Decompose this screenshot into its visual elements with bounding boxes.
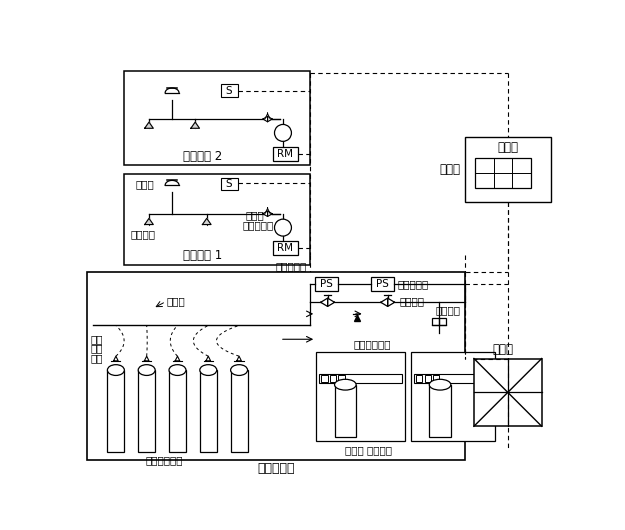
Bar: [204, 365, 212, 370]
Text: 압력스위치: 압력스위치: [398, 279, 429, 289]
Text: 할론저장용기: 할론저장용기: [146, 455, 183, 465]
Bar: [319, 374, 401, 383]
Text: 방재실: 방재실: [439, 163, 460, 176]
Polygon shape: [114, 356, 118, 361]
Bar: [338, 375, 344, 382]
Text: 기동용 가스용기: 기동용 가스용기: [345, 445, 392, 455]
Polygon shape: [321, 298, 328, 306]
Bar: [112, 365, 120, 370]
Text: 전자개방밸브: 전자개방밸브: [353, 340, 391, 350]
Bar: [314, 277, 338, 291]
Text: RM: RM: [278, 243, 293, 253]
Bar: [432, 317, 446, 325]
Text: 밸브: 밸브: [91, 353, 103, 363]
Bar: [316, 352, 404, 441]
Bar: [334, 385, 356, 437]
Text: 방호구역 1: 방호구역 1: [183, 249, 222, 262]
Text: 선택밸브: 선택밸브: [399, 296, 424, 306]
Ellipse shape: [107, 365, 124, 375]
Polygon shape: [144, 218, 153, 225]
Bar: [107, 370, 124, 453]
Ellipse shape: [231, 365, 248, 375]
Circle shape: [274, 125, 291, 142]
Bar: [174, 365, 181, 370]
Circle shape: [274, 219, 291, 236]
Bar: [88, 271, 465, 460]
Polygon shape: [388, 298, 394, 306]
Polygon shape: [191, 122, 199, 128]
Text: 수동조작함: 수동조작함: [276, 261, 307, 271]
Bar: [221, 84, 238, 96]
Text: RM: RM: [278, 149, 293, 158]
Ellipse shape: [429, 379, 451, 390]
Bar: [138, 370, 155, 453]
Text: 저장용기실: 저장용기실: [258, 462, 295, 475]
Ellipse shape: [169, 365, 186, 375]
Text: 방출표시등: 방출표시등: [243, 220, 274, 231]
Bar: [429, 385, 451, 437]
Bar: [465, 137, 551, 202]
Ellipse shape: [200, 365, 217, 375]
Polygon shape: [268, 116, 272, 122]
Ellipse shape: [138, 365, 155, 375]
Polygon shape: [175, 356, 180, 361]
Bar: [143, 365, 151, 370]
Bar: [330, 375, 336, 382]
Bar: [424, 375, 431, 382]
Text: 안전밸브: 안전밸브: [436, 305, 461, 315]
Polygon shape: [263, 211, 268, 217]
Polygon shape: [144, 356, 149, 361]
Text: 할론헤드: 할론헤드: [131, 229, 156, 240]
Text: S: S: [226, 179, 232, 189]
Polygon shape: [202, 218, 211, 225]
Bar: [221, 178, 238, 190]
Bar: [416, 375, 422, 382]
Polygon shape: [144, 122, 153, 128]
Bar: [235, 365, 243, 370]
Text: 가스: 가스: [91, 334, 103, 344]
Text: PS: PS: [376, 279, 389, 289]
Bar: [321, 375, 328, 382]
Bar: [433, 375, 439, 382]
Bar: [411, 352, 496, 441]
Polygon shape: [237, 356, 241, 361]
Bar: [124, 72, 310, 165]
Text: 표시반: 표시반: [498, 141, 518, 154]
Polygon shape: [328, 298, 334, 306]
Bar: [200, 370, 217, 453]
Bar: [474, 358, 542, 426]
Polygon shape: [263, 116, 268, 122]
Text: 집합관: 집합관: [167, 296, 186, 306]
Text: 체크: 체크: [91, 343, 103, 354]
Text: S: S: [226, 85, 232, 95]
Text: 제어반: 제어반: [492, 343, 513, 356]
Text: 방호구역 2: 방호구역 2: [183, 149, 222, 163]
Text: PS: PS: [319, 279, 332, 289]
Bar: [273, 241, 298, 254]
Bar: [476, 158, 531, 188]
Bar: [371, 277, 394, 291]
Text: 감지기: 감지기: [136, 179, 154, 189]
Bar: [231, 370, 248, 453]
Polygon shape: [206, 356, 211, 361]
Bar: [124, 174, 310, 264]
Bar: [414, 374, 492, 383]
Bar: [169, 370, 186, 453]
Polygon shape: [268, 211, 272, 217]
Bar: [273, 147, 298, 161]
Ellipse shape: [334, 379, 356, 390]
Text: 사이렌: 사이렌: [245, 210, 264, 220]
Polygon shape: [381, 298, 388, 306]
